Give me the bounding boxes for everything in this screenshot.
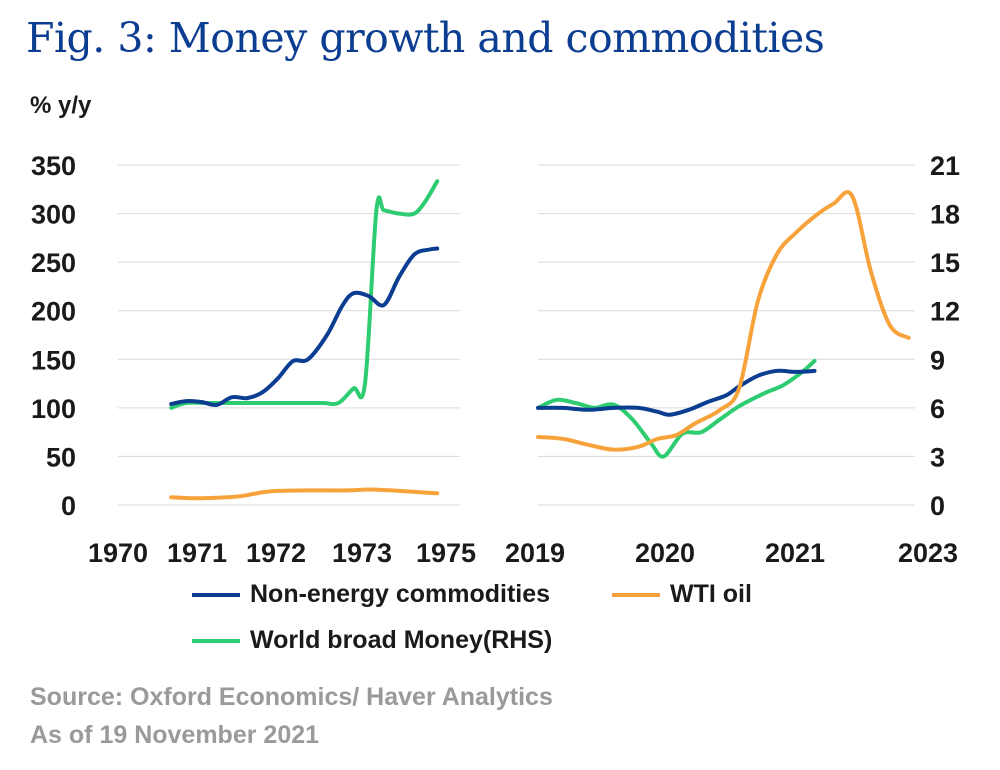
right-series-non-energy-commodities xyxy=(536,368,817,417)
source-note: Source: Oxford Economics/ Haver Analytic… xyxy=(30,678,553,754)
legend-item-non-energy: Non-energy commodities xyxy=(192,580,550,609)
right-x-tick-label: 2020 xyxy=(635,538,695,568)
legend: Non-energy commodities WTI oil World bro… xyxy=(0,580,1000,670)
left-y-tick-label: 250 xyxy=(31,248,76,278)
left-y-tick-label: 150 xyxy=(31,345,76,375)
right-y-tick-label: 0 xyxy=(930,491,945,521)
legend-label-non-energy: Non-energy commodities xyxy=(250,580,551,608)
as-of-date: As of 19 November 2021 xyxy=(30,721,320,749)
right-x-tick-label: 2019 xyxy=(505,538,565,568)
right-y-tick-label: 9 xyxy=(930,345,945,375)
left-y-tick-label: 200 xyxy=(31,297,76,327)
left-y-tick-label: 100 xyxy=(31,394,76,424)
left-y-tick-label: 350 xyxy=(31,151,76,181)
left-y-tick-label: 0 xyxy=(61,491,76,521)
legend-swatch-wti xyxy=(612,592,660,597)
left-series-non-energy-commodities xyxy=(169,246,440,408)
left-y-tick-label: 300 xyxy=(31,200,76,230)
legend-label-money: World broad Money(RHS) xyxy=(250,626,553,654)
y-axis-unit-label: % y/y xyxy=(30,92,92,119)
series-lines xyxy=(169,179,911,501)
left-series-world-broad-money-rhs xyxy=(169,179,440,410)
right-series-world-broad-money-rhs xyxy=(536,358,817,459)
left-x-tick-label: 1972 xyxy=(246,538,306,568)
left-y-tick-label: 50 xyxy=(46,442,76,472)
legend-item-money: World broad Money(RHS) xyxy=(192,626,552,655)
left-x-tick-label: 1975 xyxy=(416,538,476,568)
left-series-wti-oil xyxy=(169,487,440,501)
right-y-tick-label: 21 xyxy=(930,151,960,181)
legend-item-wti: WTI oil xyxy=(612,580,752,609)
right-y-tick-label: 18 xyxy=(930,200,960,230)
right-y-tick-label: 15 xyxy=(930,248,960,278)
chart-title: Fig. 3: Money growth and commodities xyxy=(26,14,825,62)
left-x-tick-label: 1970 xyxy=(88,538,148,568)
right-x-tick-label: 2021 xyxy=(765,538,825,568)
right-x-tick-label: 2023 xyxy=(898,538,958,568)
left-x-tick-label: 1971 xyxy=(167,538,227,568)
right-y-tick-label: 6 xyxy=(930,394,945,424)
gridlines xyxy=(118,164,915,506)
legend-label-wti: WTI oil xyxy=(670,580,752,608)
source-text: Source: Oxford Economics/ Haver Analytic… xyxy=(30,683,553,711)
right-y-tick-label: 12 xyxy=(930,297,960,327)
right-y-tick-label: 3 xyxy=(930,442,945,472)
legend-swatch-non-energy xyxy=(192,592,240,597)
right-series-wti-oil xyxy=(536,190,911,452)
legend-swatch-money xyxy=(192,638,240,643)
left-x-tick-label: 1973 xyxy=(332,538,392,568)
